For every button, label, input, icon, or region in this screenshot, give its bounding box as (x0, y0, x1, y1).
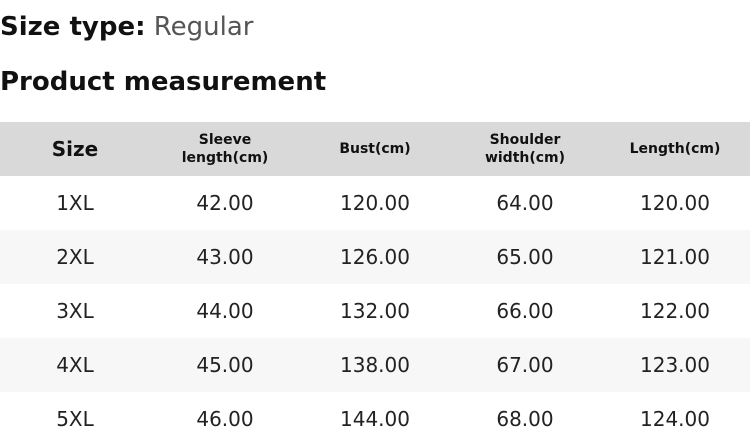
table-cell: 44.00 (196, 299, 254, 323)
table-cell: 5XL (56, 407, 94, 431)
table-cell: 123.00 (600, 338, 750, 392)
table-cell: 1XL (56, 191, 94, 215)
table-cell: 138.00 (300, 338, 450, 392)
table-cell: 144.00 (340, 407, 410, 431)
table-row: 3XL 44.00 132.00 66.00 122.00 (0, 284, 750, 338)
table-row: 4XL 45.00 138.00 67.00 123.00 (0, 338, 750, 392)
table-cell: 120.00 (640, 191, 710, 215)
header-bust: Bust(cm) (300, 122, 450, 176)
table-cell: 3XL (56, 299, 94, 323)
table-cell: 45.00 (150, 338, 300, 392)
size-type: Size type: Regular (0, 12, 253, 42)
table-cell: 65.00 (450, 230, 600, 284)
table-cell: 122.00 (640, 299, 710, 323)
table-cell: 120.00 (340, 191, 410, 215)
header-length: Length(cm) (600, 122, 750, 176)
table-cell: 67.00 (450, 338, 600, 392)
table-row: 1XL 42.00 120.00 64.00 120.00 (0, 176, 750, 230)
table-cell: 43.00 (150, 230, 300, 284)
table-cell: 132.00 (340, 299, 410, 323)
header-shoulder: Shoulder width(cm) (450, 122, 600, 176)
table-row: 5XL 46.00 144.00 68.00 124.00 (0, 392, 750, 446)
table-cell: 124.00 (640, 407, 710, 431)
size-type-label: Size type: (0, 12, 146, 42)
measurement-table: Size Sleeve length(cm) Bust(cm) Shoulder… (0, 122, 750, 446)
table-cell: 64.00 (496, 191, 554, 215)
table-cell: 46.00 (196, 407, 254, 431)
table-row: 2XL 43.00 126.00 65.00 121.00 (0, 230, 750, 284)
table-cell: 121.00 (600, 230, 750, 284)
section-title: Product measurement (0, 67, 327, 97)
size-type-value: Regular (153, 12, 254, 42)
table-cell: 126.00 (300, 230, 450, 284)
table-cell: 42.00 (196, 191, 254, 215)
header-sleeve: Sleeve length(cm) (150, 122, 300, 176)
table-header: Size Sleeve length(cm) Bust(cm) Shoulder… (0, 122, 750, 176)
table-cell: 68.00 (496, 407, 554, 431)
table-cell: 66.00 (496, 299, 554, 323)
table-cell: 4XL (0, 338, 150, 392)
table-cell: 2XL (0, 230, 150, 284)
header-size: Size (0, 122, 150, 176)
